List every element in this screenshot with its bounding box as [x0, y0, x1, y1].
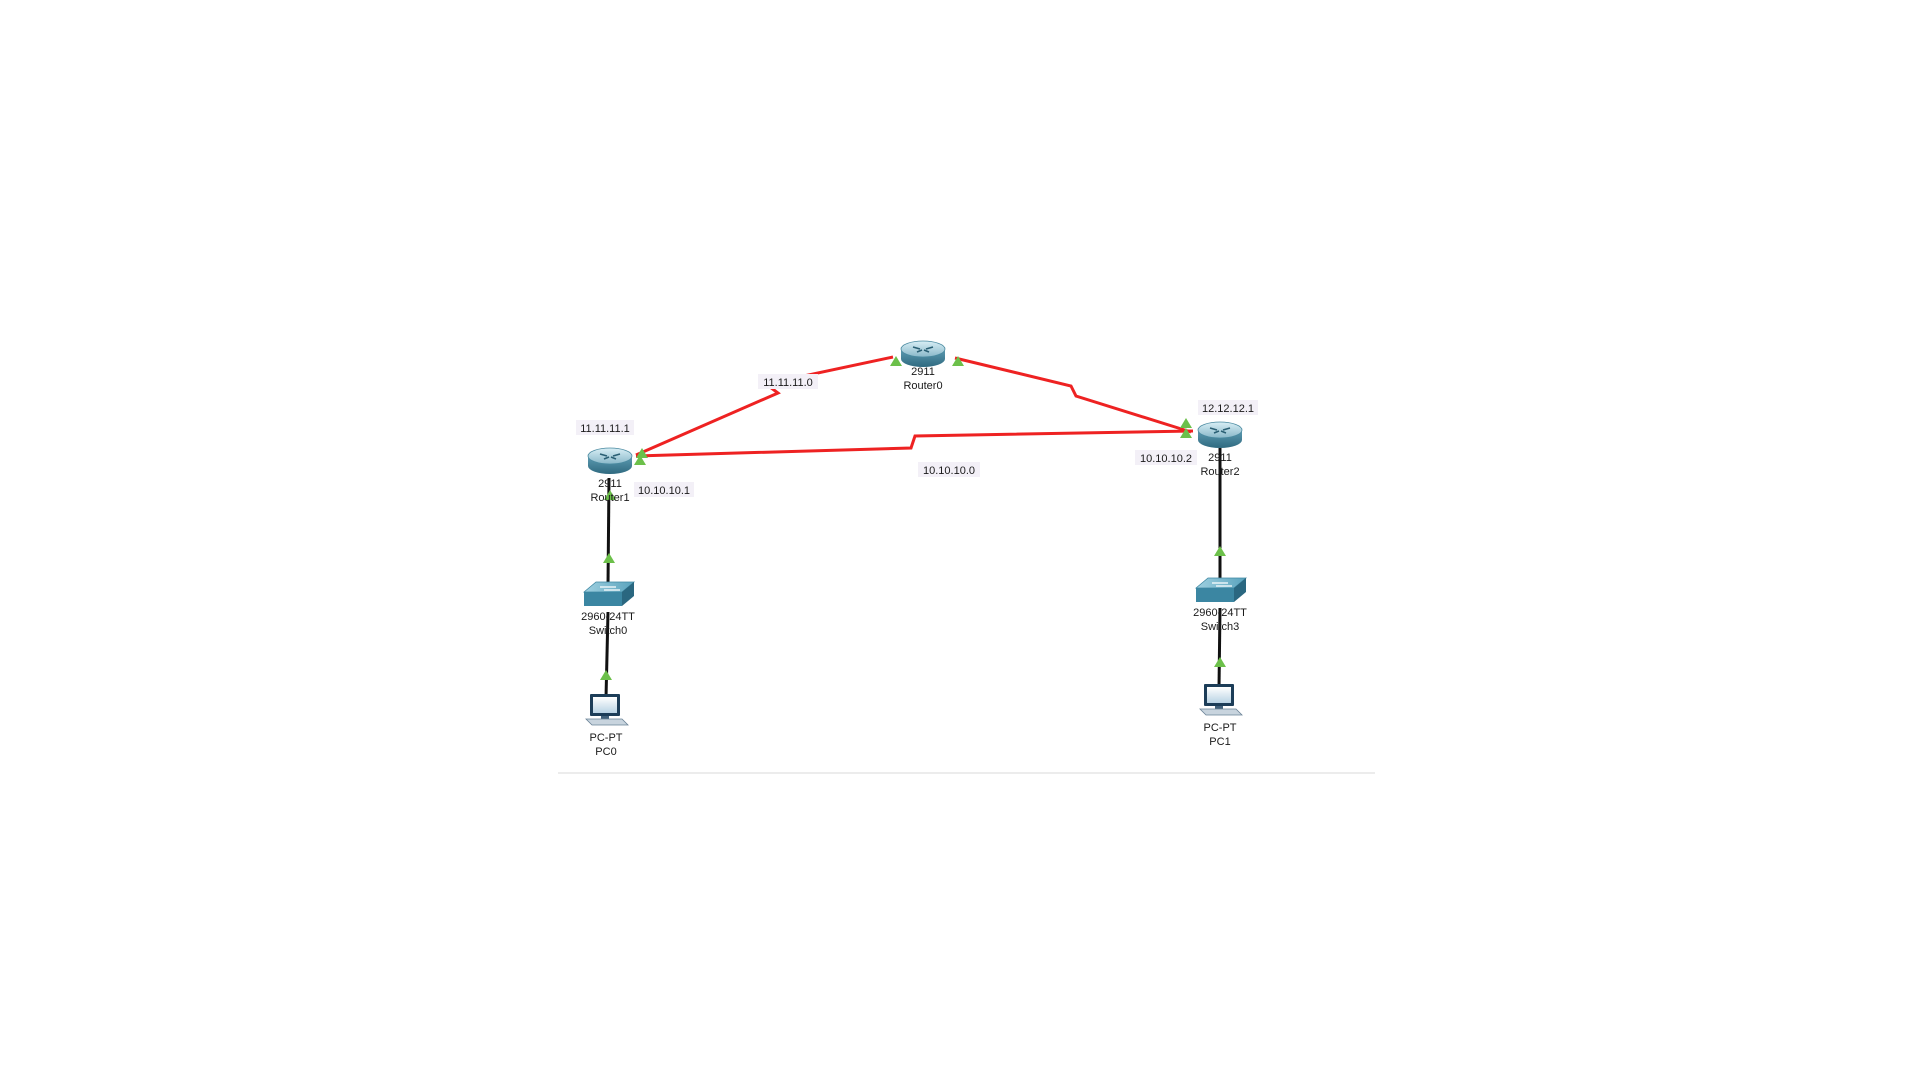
- ip-label-net-r1-r0: 11.11.11.0: [763, 377, 813, 389]
- ip-labels: 11.11.11.0 11.11.11.1 10.10.10.1 10.10.1…: [576, 374, 1258, 497]
- pc0-name: PC0: [595, 746, 616, 758]
- router2-name: Router2: [1200, 466, 1239, 478]
- switch3-name: Switch3: [1201, 621, 1240, 633]
- link-up-triangle: [952, 356, 964, 366]
- router1-device[interactable]: 2911 Router1: [587, 447, 633, 504]
- link-up-triangle: [604, 490, 616, 500]
- link-status-indicators: [600, 356, 1226, 680]
- ip-label-router1-if: 10.10.10.1: [638, 485, 690, 497]
- switch0-device[interactable]: 2960-24TT Switch0: [581, 581, 635, 637]
- link-up-triangle: [1214, 657, 1226, 667]
- switch3-device[interactable]: 2960-24TT Switch3: [1193, 577, 1247, 633]
- router1-model: 2911: [598, 478, 622, 490]
- ip-label-router2-if: 10.10.10.2: [1140, 453, 1192, 465]
- link-up-triangle: [603, 553, 615, 563]
- link-up-triangle: [1180, 428, 1192, 438]
- router-icon-top: [900, 340, 946, 358]
- router0-device[interactable]: 2911 Router0: [900, 340, 946, 392]
- router0-name: Router0: [903, 380, 942, 392]
- ethernet-link-switch0-pc0[interactable]: [604, 611, 610, 699]
- link-up-triangle: [1214, 546, 1226, 556]
- pc0-model: PC-PT: [590, 732, 623, 744]
- serial-link-router0-router2[interactable]: [954, 356, 1192, 434]
- router2-model: 2911: [1208, 452, 1232, 464]
- switch3-model: 2960-24TT: [1193, 607, 1247, 619]
- ip-label-router1-addr: 11.11.11.1: [580, 423, 630, 435]
- link-up-triangle: [636, 448, 648, 458]
- link-up-triangle: [890, 356, 902, 366]
- router1-name: Router1: [590, 492, 629, 504]
- pc0-device[interactable]: PC-PT PC0: [585, 694, 629, 758]
- ethernet-link-switch3-pc1[interactable]: [1217, 607, 1222, 689]
- link-up-triangle: [634, 455, 646, 465]
- serial-link-router1-router2[interactable]: [635, 429, 1194, 458]
- ip-label-router2-addr: 12.12.12.1: [1202, 403, 1254, 415]
- router0-model: 2911: [911, 366, 935, 378]
- pc1-model: PC-PT: [1204, 722, 1237, 734]
- link-up-triangle: [600, 670, 612, 680]
- serial-link-router1-router0[interactable]: [635, 355, 894, 457]
- router-icon: [1198, 430, 1242, 448]
- link-up-triangle: [1180, 418, 1192, 428]
- links-layer: [604, 355, 1222, 699]
- pc1-device[interactable]: PC-PT PC1: [1199, 684, 1243, 748]
- router-icon-top: [1197, 421, 1243, 439]
- pc1-name: PC1: [1209, 736, 1230, 748]
- router-icon-top: [587, 447, 633, 465]
- switch0-model: 2960-24TT: [581, 611, 635, 623]
- ip-label-net-r1-r2: 10.10.10.0: [923, 465, 975, 477]
- router2-device[interactable]: 2911 Router2: [1197, 421, 1243, 478]
- router-icon: [901, 349, 945, 367]
- router-icon: [588, 456, 632, 474]
- switch0-name: Switch0: [589, 625, 628, 637]
